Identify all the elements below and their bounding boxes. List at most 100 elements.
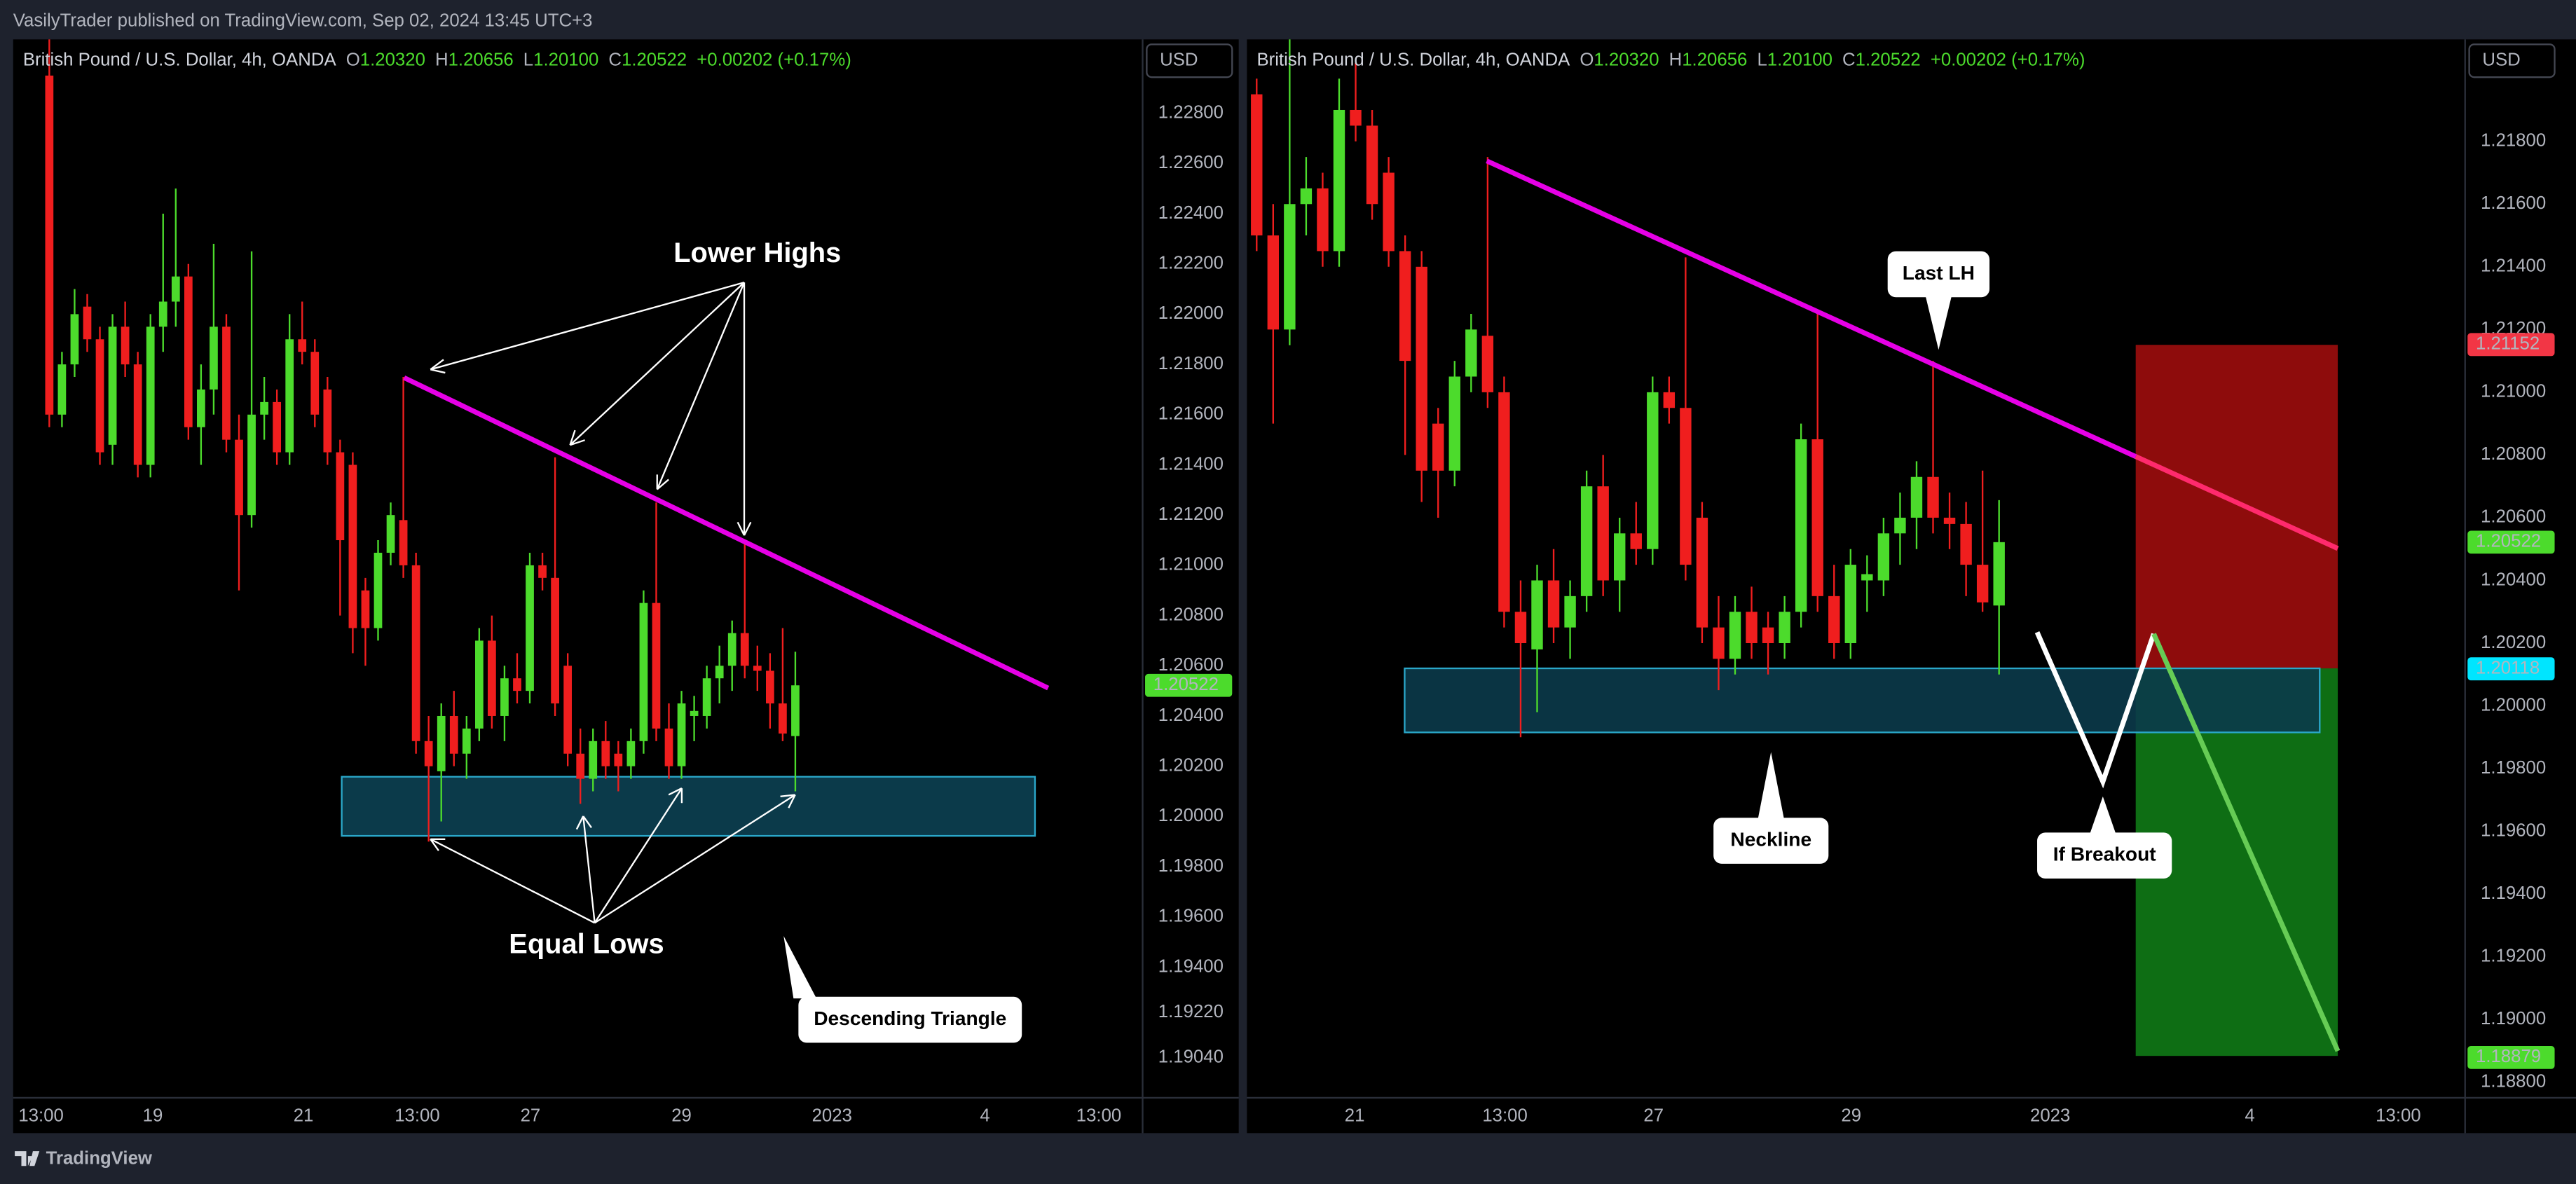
price-label-text: 1.21152 — [2476, 334, 2540, 354]
x-tick-label: 13:00 — [18, 1106, 63, 1126]
y-tick-label: 1.19800 — [2481, 758, 2546, 778]
candle-body — [551, 577, 559, 704]
candle-body — [1729, 612, 1741, 659]
price-label — [2467, 530, 2555, 554]
price-label — [2467, 333, 2555, 357]
price-label-text: 1.20522 — [1153, 675, 1219, 694]
panel-left — [13, 39, 1239, 1134]
candle-body — [133, 364, 142, 465]
price-label-text: 1.20522 — [2476, 532, 2541, 551]
footer-brand: TradingView — [46, 1149, 153, 1169]
x-tick-label: 21 — [1345, 1106, 1365, 1126]
candle-body — [260, 401, 268, 415]
trend-line — [2135, 454, 2339, 551]
candle-body — [197, 389, 205, 427]
candle-body — [765, 670, 774, 704]
candle-body — [108, 326, 117, 445]
candle-body — [1877, 533, 1890, 581]
candle-body — [1861, 574, 1873, 581]
trend-line — [1486, 158, 2137, 459]
candle-body — [1399, 251, 1411, 362]
y-tick-label: 1.21800 — [2481, 131, 2546, 151]
candle-body — [184, 276, 193, 427]
candle-body — [1580, 486, 1593, 596]
candle-body — [222, 326, 231, 440]
candle-body — [589, 741, 598, 779]
candle-body — [1333, 109, 1345, 252]
annotation: Neckline — [1730, 829, 1811, 851]
y-tick-label: 1.19400 — [1158, 956, 1224, 976]
candle-body — [1647, 392, 1659, 549]
y-tick-label: 1.22400 — [1158, 203, 1224, 223]
candle-body — [1746, 612, 1758, 644]
candle-body — [1844, 565, 1857, 644]
candle-body — [1976, 565, 1989, 603]
candle-body — [273, 401, 282, 453]
candle-body — [57, 364, 67, 415]
candle-body — [247, 414, 256, 516]
legend-change: +0.00202 (+0.17%) — [697, 50, 851, 70]
x-tick-label: 29 — [1841, 1106, 1861, 1126]
y-tick-label: 1.21000 — [1158, 555, 1224, 574]
candle-body — [1432, 423, 1444, 471]
candle-body — [652, 603, 661, 729]
candle-body — [1498, 392, 1510, 612]
price-label — [1145, 673, 1233, 697]
annotations-left: Lower Highs Equal Lows Descending Triang… — [403, 238, 1050, 1043]
candle-body — [1614, 533, 1626, 581]
candle-body — [1811, 439, 1823, 596]
y-tick-label: 1.20000 — [2481, 695, 2546, 715]
candle-body — [727, 633, 737, 666]
candle-body — [298, 339, 307, 352]
candle-body — [1300, 188, 1313, 205]
candle-body — [626, 741, 636, 766]
y-tick-label: 1.21600 — [1158, 404, 1224, 424]
x-tick-label: 19 — [143, 1106, 163, 1126]
annotation: If Breakout — [2053, 844, 2157, 865]
logo — [15, 1151, 40, 1166]
projection-path — [2034, 631, 2156, 789]
candle-body — [1943, 517, 1956, 524]
candle-body — [702, 678, 711, 716]
price-label-text: 1.18879 — [2476, 1047, 2541, 1066]
candle-body — [361, 590, 370, 628]
y-tick-label: 1.20800 — [1158, 605, 1224, 624]
x-tick-label: 2023 — [812, 1106, 852, 1126]
candle-body — [1894, 517, 1906, 534]
candle-body — [411, 565, 420, 741]
legend-key: H — [435, 50, 448, 70]
x-tick-label: 27 — [1643, 1106, 1664, 1126]
price-label — [2467, 1045, 2555, 1069]
candle-body — [437, 715, 446, 771]
x-tick-label: 21 — [294, 1106, 314, 1126]
legend-value: 1.20522 — [622, 50, 687, 70]
candle-body — [576, 753, 585, 779]
candle-body — [1993, 542, 2005, 606]
callout — [2037, 832, 2172, 879]
candle-body — [563, 666, 573, 754]
x-tick-label: 4 — [2245, 1106, 2254, 1126]
candle-body — [1531, 580, 1543, 649]
candle-body — [1251, 94, 1263, 236]
x-tick-label: 2023 — [2030, 1106, 2070, 1126]
candle-body — [779, 703, 787, 734]
callout — [1713, 818, 1829, 864]
candle-body — [474, 640, 484, 729]
legend-value: 1.20320 — [360, 50, 425, 70]
legend-key: C — [608, 50, 622, 70]
annotation: Last LH — [1903, 262, 1975, 284]
legend-value: 1.20656 — [1682, 50, 1747, 70]
currency-label: USD — [2482, 50, 2520, 70]
candle-body — [171, 276, 180, 302]
candle-body — [526, 565, 534, 691]
candle-body — [601, 741, 610, 766]
x-tick-label: 13:00 — [1076, 1106, 1121, 1126]
x-tick-label: 4 — [980, 1106, 989, 1126]
callout-pointer — [783, 936, 817, 999]
candle-body — [462, 728, 471, 754]
callout-pointer — [2090, 796, 2116, 834]
candle-body — [70, 314, 79, 365]
candle-body — [323, 389, 332, 453]
